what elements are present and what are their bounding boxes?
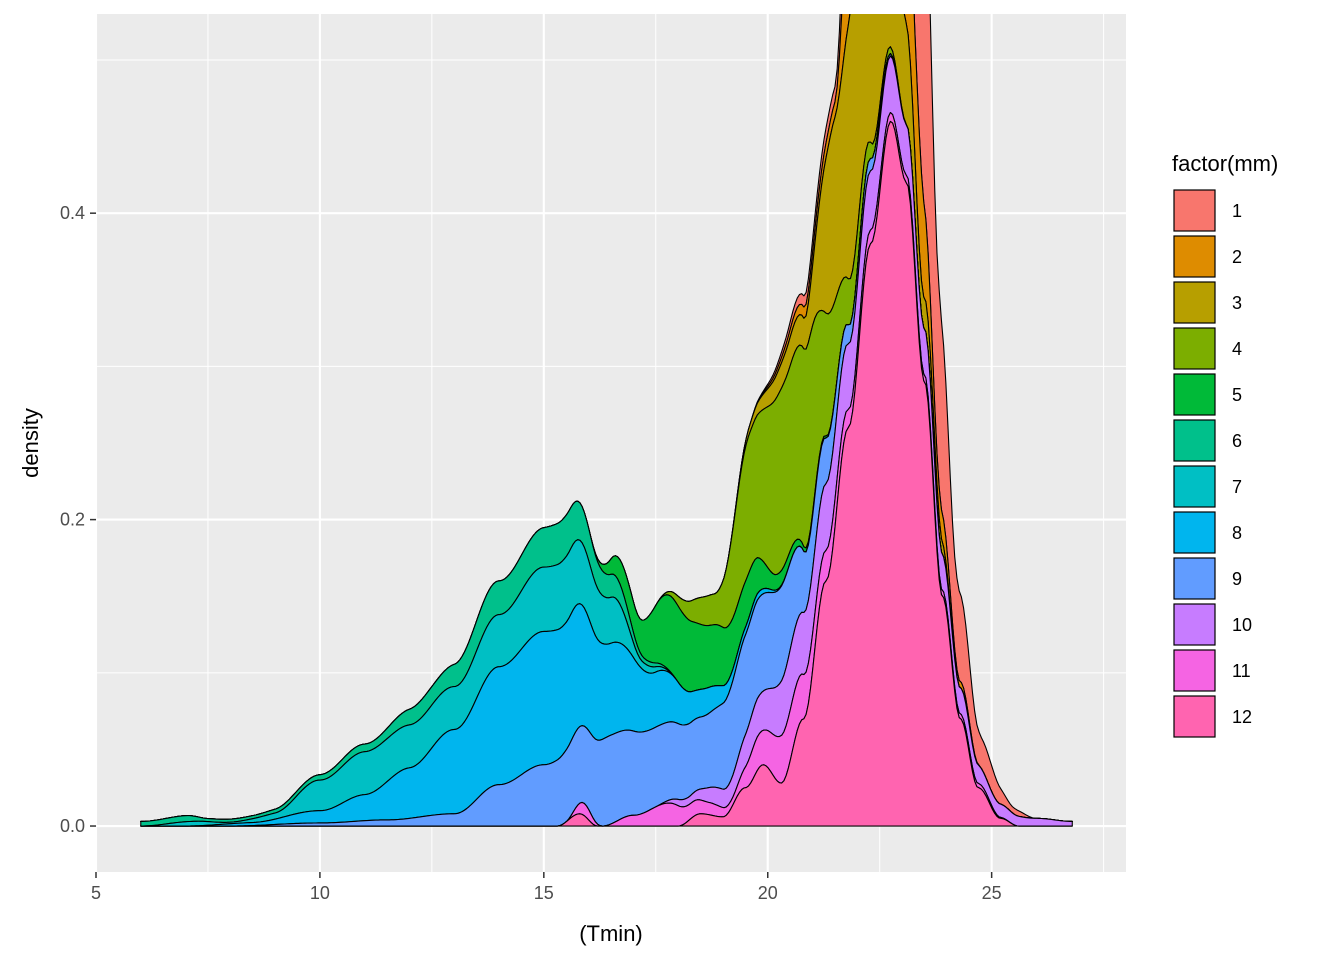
legend-label-8: 8 xyxy=(1232,523,1242,543)
legend-key-12 xyxy=(1173,695,1216,738)
density-area-12 xyxy=(140,120,1073,827)
y-tick-label: 0.0 xyxy=(60,816,85,836)
legend-key-11 xyxy=(1173,649,1216,692)
legend-label-2: 2 xyxy=(1232,247,1242,267)
legend-label-10: 10 xyxy=(1232,615,1252,635)
x-tick-label: 10 xyxy=(310,883,330,903)
legend-label-5: 5 xyxy=(1232,385,1242,405)
legend-title: factor(mm) xyxy=(1172,151,1278,176)
legend-label-3: 3 xyxy=(1232,293,1242,313)
x-tick-label: 20 xyxy=(758,883,778,903)
legend-key-10 xyxy=(1173,603,1216,646)
legend-label-7: 7 xyxy=(1232,477,1242,497)
legend-label-4: 4 xyxy=(1232,339,1242,359)
legend-key-7 xyxy=(1173,465,1216,508)
x-axis-ticks: 5 10 15 20 25 xyxy=(91,872,1002,903)
y-tick-label: 0.4 xyxy=(60,203,85,223)
legend-key-2 xyxy=(1173,235,1216,278)
y-axis-title: density xyxy=(18,408,43,478)
legend-key-5 xyxy=(1173,373,1216,416)
x-tick-label: 15 xyxy=(534,883,554,903)
legend-label-9: 9 xyxy=(1232,569,1242,589)
legend-label-1: 1 xyxy=(1232,201,1242,221)
legend-key-4 xyxy=(1173,327,1216,370)
legend-label-6: 6 xyxy=(1232,431,1242,451)
y-tick-label: 0.2 xyxy=(60,510,85,530)
x-tick-label: 25 xyxy=(982,883,1002,903)
y-axis-ticks: 0.0 0.2 0.4 xyxy=(60,203,96,836)
x-axis-title: (Tmin) xyxy=(579,921,643,946)
density-areas xyxy=(140,14,1073,827)
legend-key-3 xyxy=(1173,281,1216,324)
legend-label-12: 12 xyxy=(1232,707,1252,727)
x-tick-label: 5 xyxy=(91,883,101,903)
legend-key-8 xyxy=(1173,511,1216,554)
legend-label-11: 11 xyxy=(1232,661,1251,681)
legend-key-6 xyxy=(1173,419,1216,462)
legend-key-1 xyxy=(1173,189,1216,232)
legend-key-9 xyxy=(1173,557,1216,600)
